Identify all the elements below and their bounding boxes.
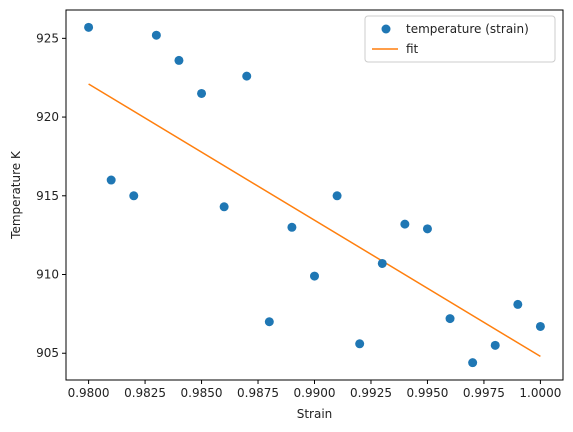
y-axis: 905 910 915 920 925 [36,31,66,360]
data-point [377,258,387,268]
fit-line [88,83,541,358]
y-axis-label: Temperature K [9,150,23,240]
y-tick-label: 925 [36,31,59,45]
data-point [197,88,207,98]
x-axis: 0.9800 0.9825 0.9850 0.9875 0.9900 0.9925 0.99… [68,380,561,400]
data-point [264,317,274,327]
x-tick-label: 1.0000 [519,386,561,400]
data-point [219,202,229,212]
legend: temperature (strain) fit [364,15,556,63]
data-point [513,299,523,309]
fit-layer [88,83,541,358]
x-tick-label: 0.9925 [350,386,392,400]
data-point [422,224,432,234]
y-tick-label: 905 [36,346,59,360]
x-tick-label: 0.9900 [294,386,336,400]
legend-marker-scatter [381,24,391,34]
data-point [355,339,365,349]
data-point [400,219,410,229]
data-point [174,55,184,65]
data-point [310,271,319,281]
data-point [129,191,139,201]
data-point [468,358,478,368]
points-layer [84,22,545,368]
data-point [287,222,297,232]
data-point [84,22,94,32]
plot-area [65,9,564,381]
x-tick-label: 0.9850 [181,386,223,400]
x-tick-label: 0.9875 [237,386,279,400]
x-tick-label: 0.9975 [463,386,505,400]
data-point [490,340,500,350]
data-point [535,321,545,331]
y-tick-label: 920 [36,110,59,124]
y-tick-label: 915 [36,189,59,203]
legend-label-scatter: temperature (strain) [406,22,529,36]
data-point [445,314,455,324]
y-tick-label: 910 [36,268,59,282]
legend-box [364,15,556,63]
data-point [332,191,342,201]
legend-label-fit: fit [406,42,419,56]
x-axis-label: Strain [297,407,333,421]
data-point [242,71,252,81]
data-point [151,30,161,40]
data-point [106,175,116,185]
x-tick-label: 0.9950 [406,386,448,400]
x-tick-label: 0.9825 [124,386,166,400]
x-tick-label: 0.9800 [68,386,110,400]
